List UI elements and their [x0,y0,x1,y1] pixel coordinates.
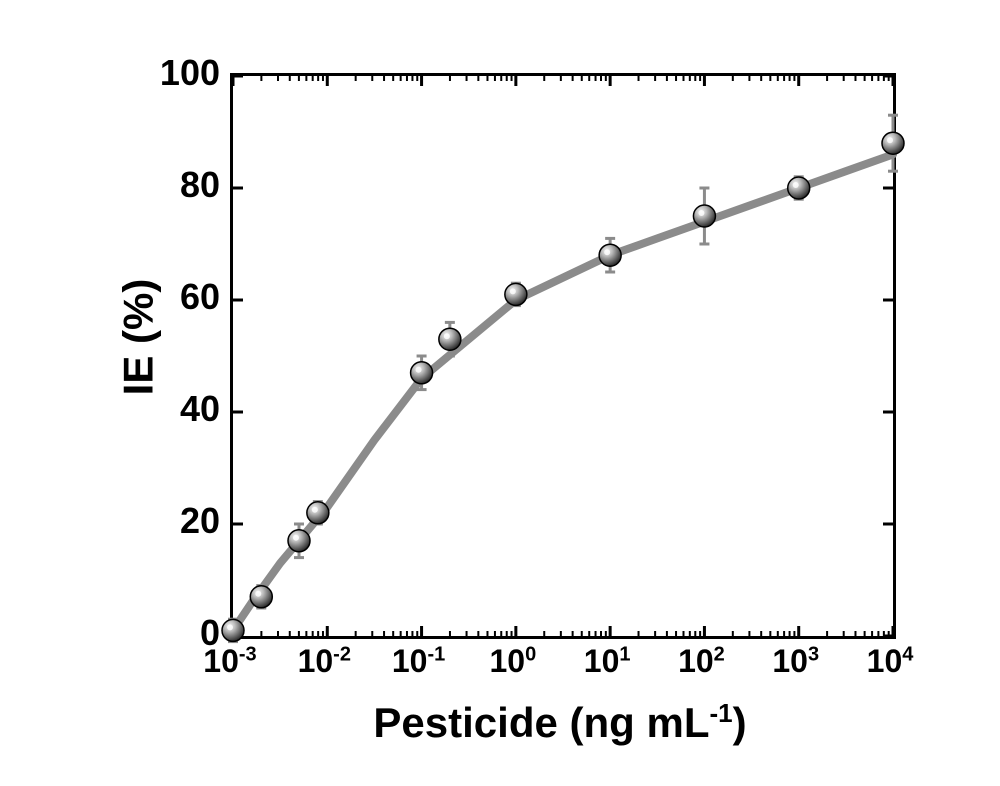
x-tick-label: 10-3 [203,643,256,680]
plot-area [230,73,896,639]
x-tick-label: 101 [584,643,631,680]
data-point [222,619,244,641]
x-tick-label: 103 [772,643,819,680]
x-tick-label: 10-1 [392,643,445,680]
y-tick-label: 80 [180,164,220,206]
y-tick-label: 40 [180,388,220,430]
data-point [693,205,715,227]
y-tick-label: 100 [160,52,220,94]
chart-container: IE (%) Pesticide (ng mL-1) 020406080100 … [70,43,930,743]
fit-curve [233,154,893,630]
data-point [505,283,527,305]
y-axis-label: IE (%) [114,279,162,396]
data-point [788,177,810,199]
x-tick-label: 102 [678,643,725,680]
x-axis-label: Pesticide (ng mL-1) [230,698,890,747]
y-tick-label: 60 [180,276,220,318]
data-point [599,244,621,266]
data-points [222,132,904,641]
data-point [307,502,329,524]
axis-ticks [233,76,893,636]
x-tick-label: 104 [867,643,914,680]
data-point [250,586,272,608]
data-point [411,362,433,384]
x-tick-label: 100 [489,643,536,680]
y-tick-label: 20 [180,500,220,542]
data-point [439,328,461,350]
data-point [882,132,904,154]
plot-svg [233,76,893,636]
x-tick-label: 10-2 [298,643,351,680]
data-point [288,530,310,552]
